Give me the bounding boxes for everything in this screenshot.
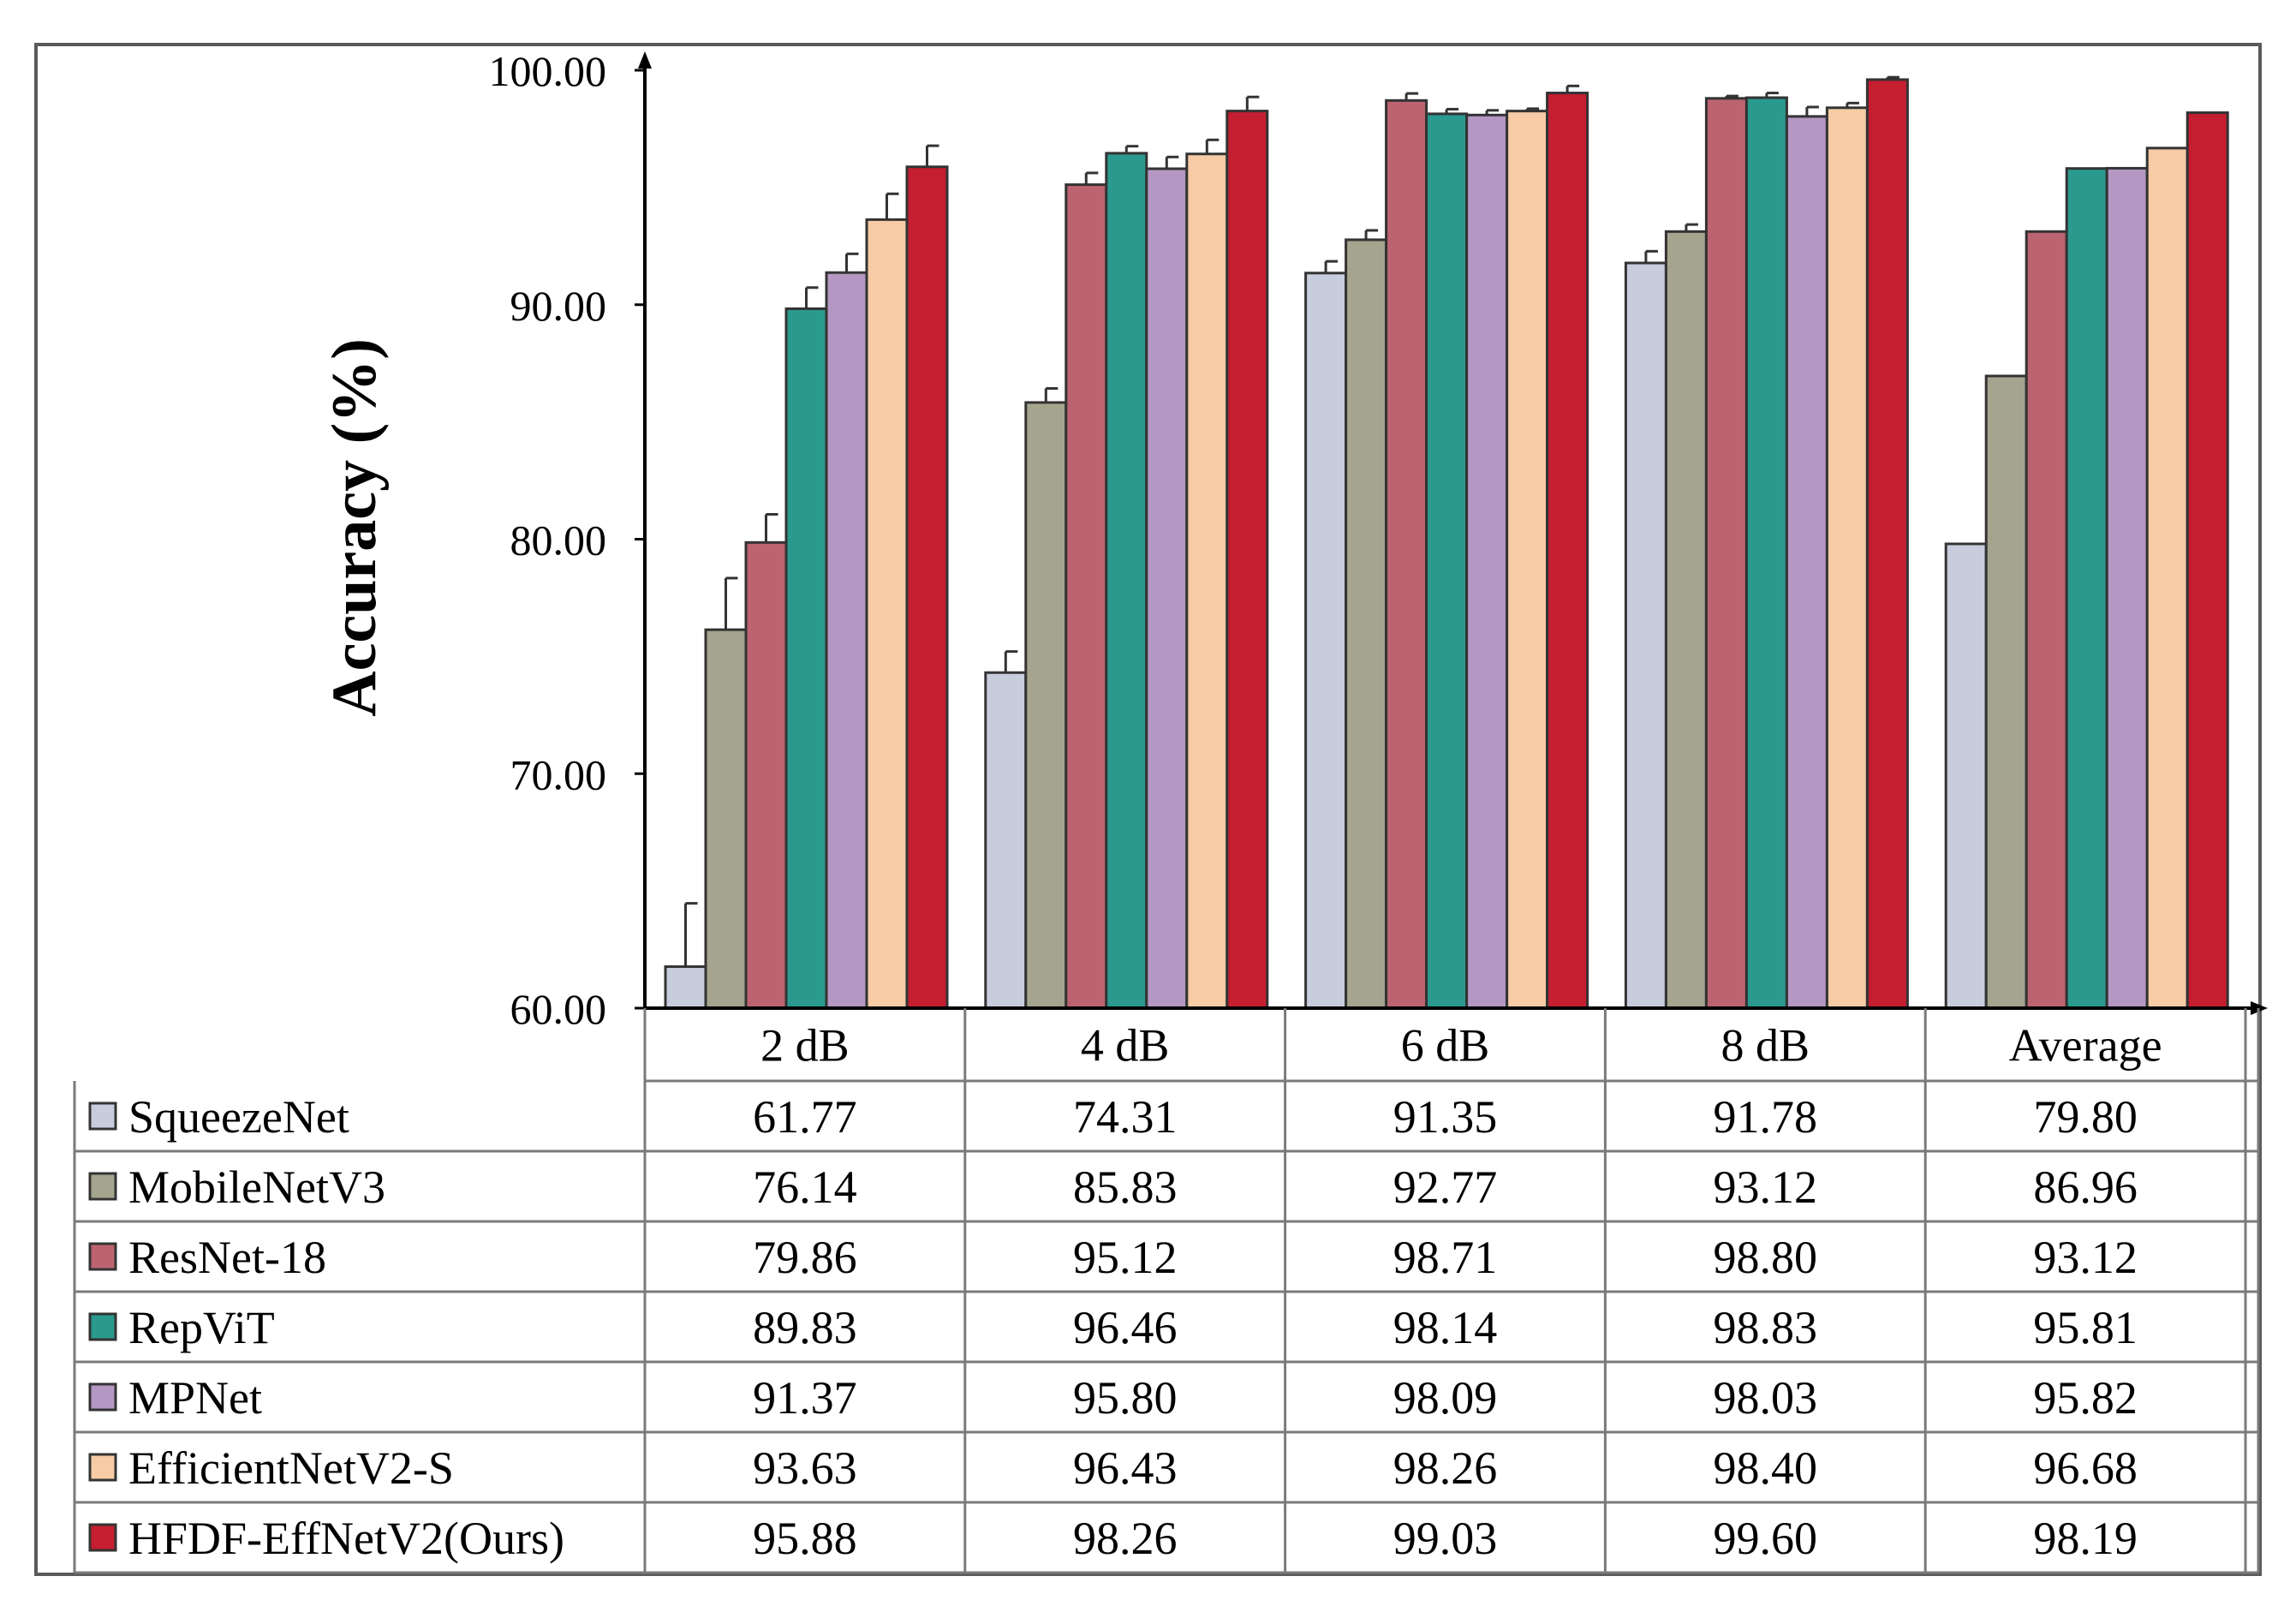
table-cell-value: 79.80 xyxy=(2033,1091,2138,1143)
bar xyxy=(2105,166,2149,1010)
legend-label: EfficientNetV2-S xyxy=(128,1442,454,1494)
table-cell-value: 98.80 xyxy=(1714,1232,1818,1283)
bar xyxy=(1065,183,1108,1010)
bar xyxy=(1185,152,1229,1010)
table-cell-value: 93.12 xyxy=(1714,1161,1818,1213)
bar xyxy=(784,307,828,1010)
bar xyxy=(664,965,707,1010)
table-cell-value: 95.82 xyxy=(2033,1372,2138,1424)
table-cell-value: 86.96 xyxy=(2033,1161,2138,1213)
bar xyxy=(2025,230,2068,1010)
bar xyxy=(1145,167,1189,1010)
bar xyxy=(1425,112,1469,1010)
bar xyxy=(1744,96,1788,1010)
table-cell-value: 61.77 xyxy=(753,1091,857,1143)
table-cell-value: 99.03 xyxy=(1393,1513,1498,1564)
bar xyxy=(1024,401,1068,1010)
table-cell-value: 96.43 xyxy=(1073,1442,1178,1494)
legend-label: MobileNetV3 xyxy=(128,1161,385,1213)
x-category-label: 6 dB xyxy=(1401,1020,1490,1072)
bar xyxy=(1506,110,1549,1010)
legend-label: SqueezeNet xyxy=(128,1091,349,1143)
table-cell-value: 95.88 xyxy=(753,1513,857,1564)
bar xyxy=(984,671,1028,1010)
table-cell-value: 95.80 xyxy=(1073,1372,1178,1424)
bar xyxy=(1105,152,1148,1010)
y-tick-label: 60.00 xyxy=(510,985,607,1033)
table-cell-value: 95.12 xyxy=(1073,1232,1178,1283)
legend-swatch xyxy=(88,1102,117,1131)
table-cell-value: 96.68 xyxy=(2033,1442,2138,1494)
table-cell-value: 98.14 xyxy=(1393,1302,1498,1353)
x-category-label: Average xyxy=(2009,1020,2162,1072)
table-cell-value: 92.77 xyxy=(1393,1161,1498,1213)
bar xyxy=(905,165,949,1010)
x-category-label: 8 dB xyxy=(1721,1020,1810,1072)
table-cell-value: 98.26 xyxy=(1393,1442,1498,1494)
table-cell-value: 76.14 xyxy=(753,1161,857,1213)
legend-swatch xyxy=(88,1312,117,1341)
bar xyxy=(1546,92,1589,1010)
legend-label: HFDF-EffNetV2(Ours) xyxy=(128,1513,564,1564)
table-cell-value: 89.83 xyxy=(753,1302,857,1353)
bar xyxy=(1865,78,1909,1010)
bar xyxy=(1825,106,1869,1010)
table-cell-value: 96.46 xyxy=(1073,1302,1178,1353)
bar xyxy=(1704,97,1748,1010)
bar xyxy=(1345,238,1388,1010)
bar xyxy=(1465,113,1509,1010)
bar xyxy=(704,628,748,1010)
bar xyxy=(865,218,909,1010)
bar xyxy=(2065,167,2108,1010)
table-cell-value: 91.37 xyxy=(753,1372,857,1424)
bar xyxy=(2186,111,2229,1010)
y-tick-label: 100.00 xyxy=(489,47,607,95)
legend-swatch xyxy=(88,1172,117,1201)
bar xyxy=(1226,110,1269,1010)
table-cell-value: 98.19 xyxy=(2033,1513,2138,1564)
table-cell-value: 93.63 xyxy=(753,1442,857,1494)
y-axis-arrow xyxy=(638,51,652,69)
table-cell-value: 93.12 xyxy=(2033,1232,2138,1283)
bar xyxy=(825,271,868,1010)
bar xyxy=(744,540,788,1010)
legend-swatch xyxy=(88,1523,117,1552)
table-cell-value: 79.86 xyxy=(753,1232,857,1283)
y-tick-label: 90.00 xyxy=(510,282,607,330)
legend-swatch xyxy=(88,1382,117,1412)
legend-swatch xyxy=(88,1453,117,1482)
x-category-label: 4 dB xyxy=(1081,1020,1170,1072)
table-cell-value: 98.40 xyxy=(1714,1442,1818,1494)
x-category-label: 2 dB xyxy=(760,1020,850,1072)
legend-label: MPNet xyxy=(128,1372,262,1424)
bar xyxy=(1624,261,1667,1010)
bar xyxy=(1944,542,1988,1010)
bar xyxy=(1664,230,1708,1010)
bar xyxy=(1785,115,1828,1010)
table-cell-value: 99.60 xyxy=(1714,1513,1818,1564)
figure-frame xyxy=(34,43,2262,1576)
table-cell-value: 95.81 xyxy=(2033,1302,2138,1353)
table-cell-value: 98.26 xyxy=(1073,1513,1178,1564)
legend-swatch xyxy=(88,1242,117,1271)
y-tick-label: 80.00 xyxy=(510,516,607,564)
legend-label: ResNet-18 xyxy=(128,1232,326,1283)
table-cell-value: 85.83 xyxy=(1073,1161,1178,1213)
y-tick-label: 70.00 xyxy=(510,750,607,798)
table-cell-value: 91.35 xyxy=(1393,1091,1498,1143)
table-cell-value: 98.03 xyxy=(1714,1372,1818,1424)
bar xyxy=(1984,374,2028,1010)
bar xyxy=(2145,146,2189,1010)
legend-label: RepViT xyxy=(128,1302,275,1353)
bar xyxy=(1385,99,1428,1010)
table-cell-value: 91.78 xyxy=(1714,1091,1818,1143)
table-cell-value: 98.71 xyxy=(1393,1232,1498,1283)
bar xyxy=(1304,272,1348,1010)
table-cell-value: 98.09 xyxy=(1393,1372,1498,1424)
y-axis-title: Accuracy (%) xyxy=(319,338,390,717)
table-cell-value: 74.31 xyxy=(1073,1091,1178,1143)
table-cell-value: 98.83 xyxy=(1714,1302,1818,1353)
